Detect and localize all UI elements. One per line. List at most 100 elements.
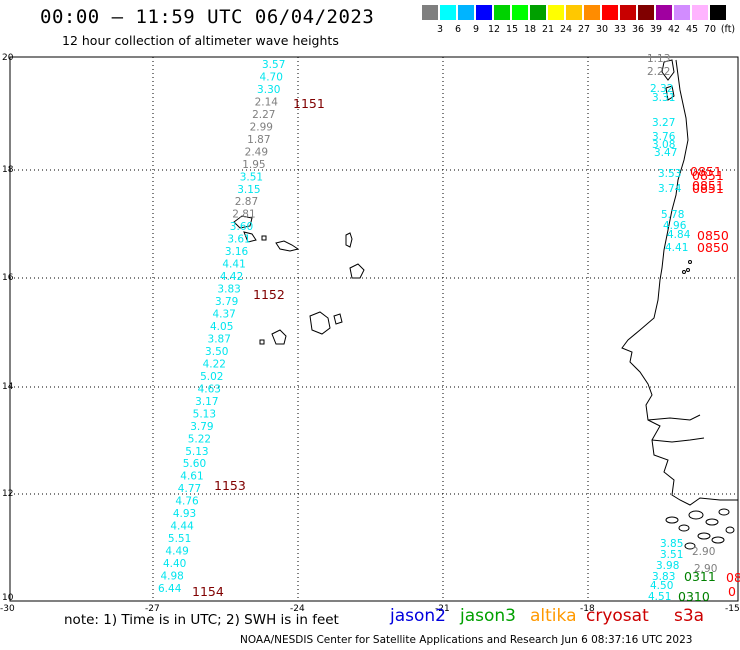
scale-label: 33 bbox=[613, 24, 627, 35]
bissagos-island bbox=[665, 516, 679, 524]
track-value-label: 5.13 bbox=[185, 446, 208, 458]
coast-time-label: 0311 bbox=[684, 569, 716, 584]
track-value-label: 4.93 bbox=[173, 508, 196, 520]
cape-verde-island bbox=[309, 311, 331, 335]
track-value-label: 1.87 bbox=[247, 134, 270, 146]
scale-swatch bbox=[620, 5, 636, 20]
track-value-label: 4.42 bbox=[220, 271, 243, 283]
bissagos-island bbox=[688, 510, 704, 520]
coast-value-label: 3.53 bbox=[658, 168, 681, 180]
coastal-island bbox=[686, 268, 690, 272]
track-value-label: 3.87 bbox=[208, 333, 231, 345]
cape-verde-island bbox=[349, 263, 365, 279]
track-value-label: 3.79 bbox=[215, 296, 238, 308]
scale-label: 3 bbox=[436, 24, 444, 35]
coastline bbox=[621, 59, 738, 506]
scale-label: 45 bbox=[685, 24, 699, 35]
scale-label: 39 bbox=[649, 24, 663, 35]
track-value-label: 2.81 bbox=[232, 209, 255, 221]
map-frame bbox=[9, 56, 739, 602]
track-value-label: 5.13 bbox=[193, 408, 216, 420]
latitude-label: 16 bbox=[2, 273, 14, 283]
coast-value-label: 2.90 bbox=[694, 563, 717, 575]
track-value-label: 4.40 bbox=[163, 558, 186, 570]
longitude-label: -30 bbox=[0, 604, 15, 614]
track-value-label: 3.83 bbox=[217, 284, 240, 296]
bissagos-island bbox=[725, 526, 735, 534]
track-time-label: 1151 bbox=[293, 96, 325, 111]
scale-label: 6 bbox=[454, 24, 462, 35]
scale-label: 24 bbox=[559, 24, 573, 35]
coast-time-label: 0310 bbox=[678, 589, 710, 604]
coast-time-label: 0851 bbox=[692, 178, 724, 193]
track-value-label: 4.77 bbox=[178, 483, 201, 495]
track-value-label: 4.37 bbox=[212, 309, 235, 321]
scale-swatch bbox=[710, 5, 726, 20]
scale-swatch bbox=[584, 5, 600, 20]
bissagos-island bbox=[711, 536, 725, 544]
coast-time-label: 0851 bbox=[692, 168, 724, 183]
legend-s3a: s3a bbox=[674, 606, 705, 626]
bissagos-island bbox=[705, 518, 719, 526]
latitude-label: 20 bbox=[2, 53, 14, 63]
track-value-label: 1.95 bbox=[242, 159, 265, 171]
track-value-label: 3.16 bbox=[225, 246, 249, 258]
coast-value-label: 4.51 bbox=[648, 591, 671, 603]
track-value-label: 4.41 bbox=[222, 259, 245, 271]
track-value-label: 6.44 bbox=[158, 583, 182, 595]
longitude-label: -21 bbox=[435, 604, 450, 614]
latitude-label: 10 bbox=[2, 593, 14, 603]
track-value-label: 3.51 bbox=[240, 171, 263, 183]
legend-jason3: jason3 bbox=[460, 606, 516, 626]
track-value-label: 2.87 bbox=[235, 196, 258, 208]
track-time-label: 1153 bbox=[214, 478, 246, 493]
coast-value-label: 4.84 bbox=[667, 229, 691, 241]
legend-cryosat: cryosat bbox=[586, 606, 649, 626]
coast-value-label: 3.51 bbox=[660, 549, 683, 561]
coast-value-label: 2.32 bbox=[650, 83, 673, 95]
track-value-label: 4.63 bbox=[198, 383, 221, 395]
scale-label: 30 bbox=[595, 24, 609, 35]
scale-label: 12 bbox=[487, 24, 501, 35]
track-value-label: 5.60 bbox=[183, 458, 206, 470]
legend-jason2: jason2 bbox=[390, 606, 446, 626]
scale-swatch bbox=[494, 5, 510, 20]
coast-value-label: 4.96 bbox=[663, 220, 687, 232]
scale-swatch bbox=[602, 5, 618, 20]
track-value-label: 5.51 bbox=[168, 533, 191, 545]
legend-altika: altika bbox=[530, 606, 577, 626]
scale-swatch bbox=[512, 5, 528, 20]
longitude-label: -18 bbox=[580, 604, 595, 614]
coast-value-label: 3.85 bbox=[660, 538, 683, 550]
scale-swatch bbox=[638, 5, 654, 20]
scale-label: 15 bbox=[505, 24, 519, 35]
track-value-label: 3.17 bbox=[195, 396, 218, 408]
scale-swatch bbox=[566, 5, 582, 20]
track-value-label: 3.15 bbox=[237, 184, 260, 196]
coast-value-label: 3.83 bbox=[652, 571, 675, 583]
coast-value-label: 3.31 bbox=[652, 92, 675, 104]
cape-verde-island bbox=[333, 313, 343, 325]
coast-value-label: 3.76 bbox=[652, 131, 676, 143]
coast-value-label: 3.98 bbox=[656, 560, 679, 572]
longitude-label: -15 bbox=[725, 604, 740, 614]
longitude-label: -24 bbox=[290, 604, 305, 614]
casamance-river bbox=[651, 437, 705, 443]
coast-value-label: 3.27 bbox=[652, 117, 675, 129]
bissagos-island bbox=[697, 532, 711, 540]
scale-label: 42 bbox=[667, 24, 681, 35]
scale-label: 21 bbox=[541, 24, 555, 35]
coast-time-label: 0 bbox=[728, 584, 736, 599]
scale-swatch bbox=[422, 5, 438, 20]
track-value-label: 4.05 bbox=[210, 321, 233, 333]
track-value-label: 3.79 bbox=[190, 421, 213, 433]
coastal-island bbox=[682, 270, 686, 274]
scale-label: 18 bbox=[523, 24, 537, 35]
track-value-label: 5.02 bbox=[200, 371, 223, 383]
track-time-label: 1154 bbox=[192, 584, 224, 599]
track-value-label: 2.14 bbox=[255, 96, 279, 108]
gambia-river bbox=[647, 414, 701, 421]
coastal-island bbox=[661, 59, 675, 81]
track-value-label: 4.49 bbox=[165, 546, 188, 558]
coast-time-label: 0850 bbox=[697, 240, 729, 255]
